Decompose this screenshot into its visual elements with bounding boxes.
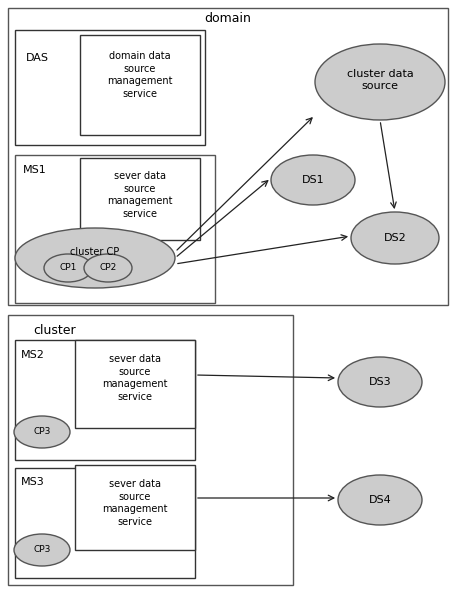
Text: CP2: CP2: [99, 263, 116, 273]
Ellipse shape: [350, 212, 438, 264]
Text: DAS: DAS: [25, 53, 48, 63]
Ellipse shape: [270, 155, 354, 205]
Text: DS1: DS1: [301, 175, 324, 185]
Text: sever data
source
management
service: sever data source management service: [107, 171, 172, 219]
Ellipse shape: [337, 475, 421, 525]
Text: DS2: DS2: [383, 233, 405, 243]
Text: CP1: CP1: [59, 263, 76, 273]
Text: domain: domain: [204, 11, 251, 24]
Ellipse shape: [314, 44, 444, 120]
Text: MS1: MS1: [23, 165, 47, 175]
Ellipse shape: [337, 357, 421, 407]
Text: cluster data
source: cluster data source: [346, 69, 413, 91]
Ellipse shape: [15, 228, 175, 288]
Ellipse shape: [14, 534, 70, 566]
Text: MS2: MS2: [21, 350, 45, 360]
Text: MS3: MS3: [21, 477, 45, 487]
Bar: [75, 340, 195, 428]
Bar: [15, 468, 195, 578]
Text: cluster CP: cluster CP: [70, 247, 119, 257]
Bar: [8, 315, 293, 585]
Bar: [15, 340, 195, 460]
Text: domain data
source
management
service: domain data source management service: [107, 52, 172, 98]
Ellipse shape: [44, 254, 92, 282]
Bar: [80, 35, 200, 135]
Bar: [15, 155, 214, 303]
Bar: [75, 465, 195, 550]
Text: CP3: CP3: [33, 428, 51, 436]
Ellipse shape: [84, 254, 131, 282]
Ellipse shape: [14, 416, 70, 448]
Bar: [8, 8, 447, 305]
Text: DS4: DS4: [368, 495, 390, 505]
Text: sever data
source
management
service: sever data source management service: [102, 479, 167, 527]
Bar: [15, 30, 205, 145]
Text: CP3: CP3: [33, 546, 51, 554]
Text: DS3: DS3: [368, 377, 390, 387]
Bar: [80, 158, 200, 240]
Text: cluster: cluster: [34, 324, 76, 336]
Text: sever data
source
management
service: sever data source management service: [102, 355, 167, 401]
